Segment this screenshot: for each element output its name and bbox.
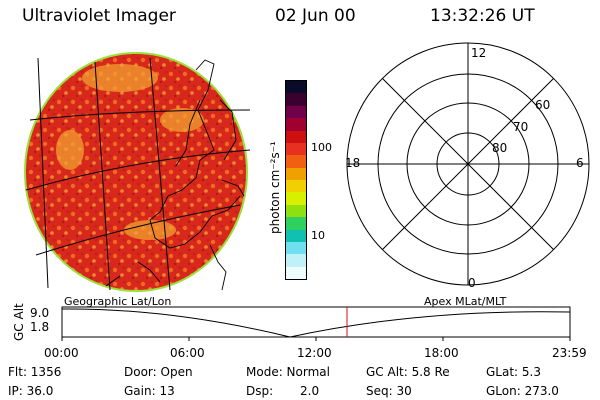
colorbar-step-7 xyxy=(286,167,306,180)
geographic-latitude: GLat: 5.3 xyxy=(486,365,541,379)
altitude-curve xyxy=(61,308,571,338)
colorbar-step-1 xyxy=(286,93,306,106)
time-tick-2359: 23:59 xyxy=(552,346,587,360)
gain-value: Gain: 13 xyxy=(124,384,175,398)
polar-diagonal-2 xyxy=(382,78,554,250)
polar-ring-outer xyxy=(346,42,590,286)
colorbar-step-13 xyxy=(286,241,306,255)
gc-alt-tick-9: 9.0 xyxy=(30,306,50,320)
polar-ring-80 xyxy=(436,132,500,196)
colorbar-step-15 xyxy=(286,266,306,279)
colorbar-step-11 xyxy=(286,217,306,230)
gc-alt-axis-label: GC Alt xyxy=(12,303,26,341)
mlt-label-6: 6 xyxy=(576,156,584,170)
polar-ring-60 xyxy=(377,73,559,255)
colorbar-step-8 xyxy=(286,180,306,193)
colorbar-step-10 xyxy=(286,204,306,218)
earth-disk xyxy=(24,52,248,292)
ip-value: IP: 36.0 xyxy=(8,384,54,398)
colorbar-step-9 xyxy=(286,192,306,205)
colorbar-step-5 xyxy=(286,142,306,156)
mlt-label-18: 18 xyxy=(345,156,361,170)
colorbar-step-4 xyxy=(286,130,306,143)
timeline-frame xyxy=(61,306,571,338)
mode-status: Mode: Normal xyxy=(246,365,330,379)
door-status: Door: Open xyxy=(124,365,193,379)
colorbar-tick-10: 10 xyxy=(311,229,325,242)
mlt-label-12: 12 xyxy=(471,46,487,60)
apex-mlat-mlt-label: Apex MLat/MLT xyxy=(424,295,507,308)
flight-number: Flt: 1356 xyxy=(8,365,62,379)
dsp-value: 2.0 xyxy=(300,384,320,398)
time-tick-1200: 12:00 xyxy=(297,346,332,360)
dsp-label: Dsp: xyxy=(246,384,274,398)
observation-date: 02 Jun 00 xyxy=(275,6,356,26)
colorbar-step-6 xyxy=(286,155,306,168)
colorbar-step-2 xyxy=(286,105,306,119)
colorbar-step-12 xyxy=(286,229,306,242)
colorbar-step-3 xyxy=(286,118,306,131)
gc-alt-tick-1-8: 1.8 xyxy=(30,320,50,334)
geographic-longitude: GLon: 273.0 xyxy=(486,384,559,398)
time-tick-0000: 00:00 xyxy=(44,346,79,360)
polar-diagonal-1 xyxy=(382,78,554,250)
colorbar-unit-label: photon cm⁻²s⁻¹ xyxy=(268,141,282,234)
mlat-label-60: 60 xyxy=(535,98,551,112)
mlat-label-70: 70 xyxy=(513,120,529,134)
polar-ring-70 xyxy=(406,102,530,226)
gc-altitude: GC Alt: 5.8 Re xyxy=(366,365,450,379)
time-tick-0600: 06:00 xyxy=(170,346,205,360)
geographic-grid xyxy=(25,57,251,291)
instrument-title: Ultraviolet Imager xyxy=(22,6,176,26)
sequence-number: Seq: 30 xyxy=(366,384,412,398)
colorbar-step-14 xyxy=(286,254,306,267)
mlat-label-80: 80 xyxy=(492,141,508,155)
colorbar-step-0 xyxy=(286,81,306,94)
colorbar xyxy=(285,80,307,280)
colorbar-tick-100: 100 xyxy=(311,141,332,154)
observation-time: 13:32:26 UT xyxy=(430,6,535,26)
coastlines xyxy=(105,59,245,291)
time-tick-1800: 18:00 xyxy=(424,346,459,360)
geographic-latlon-label: Geographic Lat/Lon xyxy=(64,295,172,308)
mlt-label-0: 0 xyxy=(468,276,476,290)
